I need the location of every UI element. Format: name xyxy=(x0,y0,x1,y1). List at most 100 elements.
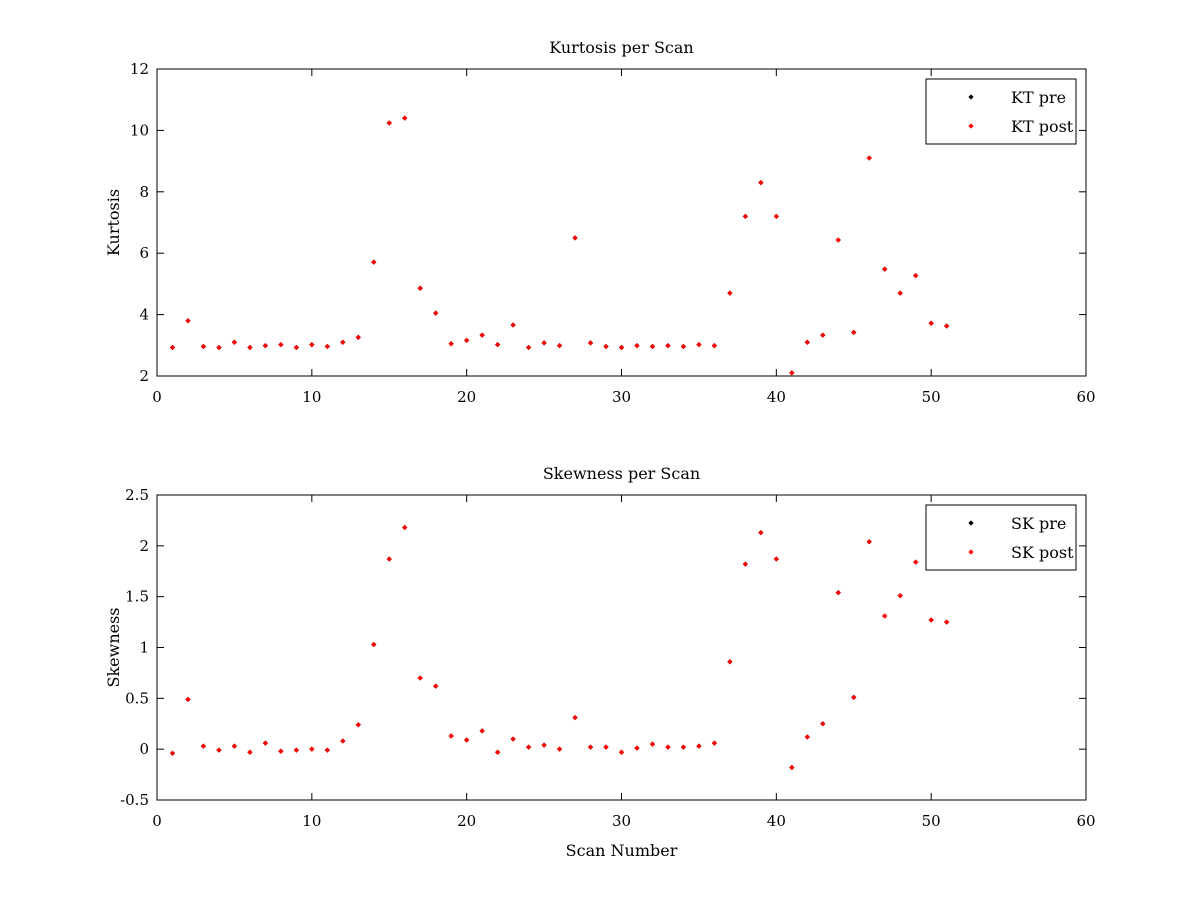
kurtosis-data-point xyxy=(897,290,903,296)
kurtosis-data-point xyxy=(510,322,516,328)
skewness-data-point xyxy=(510,736,516,742)
skewness-data-point xyxy=(185,696,191,702)
skewness-data-point xyxy=(541,742,547,748)
skewness-x-tick-label: 0 xyxy=(152,812,162,830)
skewness-y-axis-label: Skewness xyxy=(104,607,123,687)
kurtosis-data-point xyxy=(835,237,841,243)
skewness-legend-marker xyxy=(968,520,974,526)
skewness-data-point xyxy=(169,750,176,756)
kurtosis-y-tick-label: 10 xyxy=(130,121,149,139)
kurtosis-y-axis-label: Kurtosis xyxy=(104,189,123,256)
skewness-data-point xyxy=(293,747,299,753)
skewness-data-point xyxy=(479,728,485,734)
kurtosis-data-point xyxy=(386,120,392,126)
skewness-data-point xyxy=(417,675,423,681)
skewness-series-post xyxy=(169,524,950,771)
skewness-data-point xyxy=(556,746,563,752)
kurtosis-data-point xyxy=(169,344,176,351)
kurtosis-data-point xyxy=(866,155,872,161)
skewness-data-point xyxy=(882,613,888,619)
skewness-data-point xyxy=(897,593,903,599)
kurtosis-data-point xyxy=(200,343,207,350)
skewness-data-point xyxy=(851,694,857,700)
kurtosis-data-point xyxy=(649,343,656,350)
kurtosis-data-point xyxy=(773,213,779,219)
skewness-legend-label: SK post xyxy=(1011,543,1074,562)
skewness-y-tick-label: -0.5 xyxy=(120,791,149,809)
skewness-data-point xyxy=(278,748,284,754)
kurtosis-data-point xyxy=(309,342,315,348)
skewness-data-point xyxy=(572,715,578,721)
kurtosis-data-point xyxy=(851,329,857,336)
kurtosis-x-tick-label: 0 xyxy=(152,388,162,406)
skewness-data-point xyxy=(773,556,779,562)
skewness-x-tick-label: 60 xyxy=(1076,812,1095,830)
kurtosis-data-point xyxy=(417,285,423,291)
kurtosis-data-point xyxy=(665,342,671,349)
skewness-data-point xyxy=(758,529,764,536)
kurtosis-data-point xyxy=(185,318,191,324)
skewness-legend: SK pre SK post xyxy=(925,504,1077,571)
skewness-data-point xyxy=(309,746,315,752)
skewness-data-point xyxy=(464,737,470,743)
skewness-chart-title: Skewness per Scan xyxy=(543,464,700,483)
skewness-data-point xyxy=(587,744,594,750)
kurtosis-data-point xyxy=(587,340,594,346)
kurtosis-data-point xyxy=(247,344,253,351)
kurtosis-x-tick-label: 40 xyxy=(767,388,786,406)
skewness-y-tick-label: 1 xyxy=(139,639,149,657)
skewness-data-point xyxy=(262,740,269,746)
skewness-data-point xyxy=(634,745,640,751)
kurtosis-x-tick-label: 50 xyxy=(922,388,941,406)
kurtosis-legend-marker xyxy=(968,123,974,129)
kurtosis-data-point xyxy=(541,340,547,346)
kurtosis-data-point xyxy=(355,334,361,340)
kurtosis-data-point xyxy=(696,342,702,348)
skewness-y-tick-label: 1.5 xyxy=(125,588,149,606)
skewness-data-point xyxy=(402,524,408,531)
skewness-x-tick-label: 50 xyxy=(922,812,941,830)
kurtosis-data-point xyxy=(742,213,748,219)
kurtosis-data-point xyxy=(464,337,470,344)
kurtosis-data-point xyxy=(618,344,625,351)
kurtosis-data-point xyxy=(231,339,238,345)
kurtosis-data-point xyxy=(913,272,919,279)
kurtosis-data-point xyxy=(944,323,950,329)
kurtosis-chart-title: Kurtosis per Scan xyxy=(549,38,693,57)
kurtosis-legend-label: KT pre xyxy=(1011,88,1066,107)
skewness-data-point xyxy=(742,561,748,567)
kurtosis-data-point xyxy=(634,342,640,349)
skewness-data-point xyxy=(324,747,330,753)
kurtosis-data-point xyxy=(680,343,687,350)
skewness-data-point xyxy=(866,539,872,545)
skewness-data-point xyxy=(711,740,718,746)
kurtosis-y-tick-label: 2 xyxy=(139,367,149,385)
skewness-data-point xyxy=(618,749,625,755)
kurtosis-data-point xyxy=(278,342,284,348)
skewness-data-point xyxy=(835,589,841,596)
skewness-data-point xyxy=(495,749,501,755)
skewness-y-tick-label: 0 xyxy=(139,740,149,758)
skewness-data-point xyxy=(820,721,826,727)
skewness-data-point xyxy=(525,744,532,750)
kurtosis-data-point xyxy=(402,115,408,121)
skewness-legend-marker xyxy=(968,549,974,555)
skewness-data-point xyxy=(448,733,454,739)
kurtosis-data-point xyxy=(293,344,299,351)
skewness-data-point xyxy=(200,743,207,749)
kurtosis-y-tick-label: 6 xyxy=(139,244,149,262)
skewness-data-point xyxy=(913,559,919,565)
skewness-data-point xyxy=(665,744,671,750)
kurtosis-data-point xyxy=(711,342,718,349)
kurtosis-data-point xyxy=(758,179,764,186)
kurtosis-data-point xyxy=(433,310,439,316)
skewness-y-tick-label: 0.5 xyxy=(125,689,149,707)
kurtosis-legend-label: KT post xyxy=(1011,117,1074,136)
skewness-data-point xyxy=(649,741,656,747)
kurtosis-series-post xyxy=(169,115,950,376)
kurtosis-y-tick-label: 12 xyxy=(130,60,149,78)
skewness-data-point xyxy=(340,738,346,744)
kurtosis-legend-box xyxy=(925,78,1077,145)
